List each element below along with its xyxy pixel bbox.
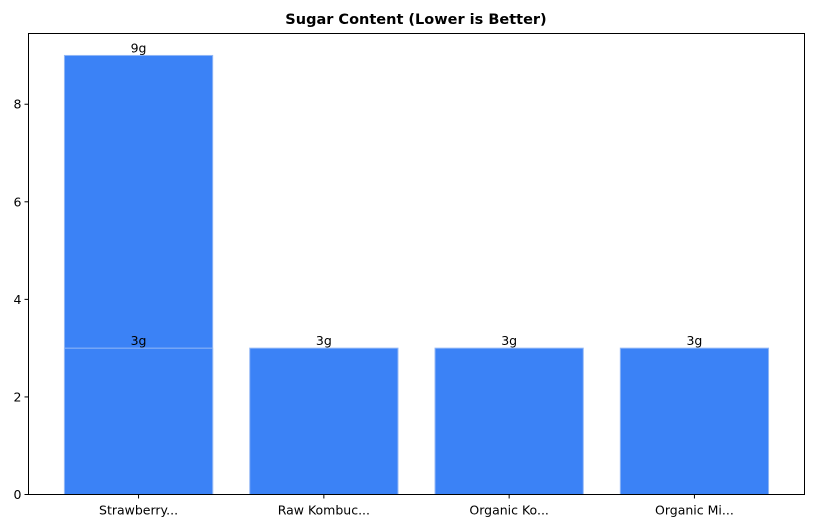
x-tick-label: Organic Ko...: [469, 503, 549, 518]
y-tick-label: 8: [14, 97, 22, 112]
bar: [434, 347, 584, 495]
y-tick-label: 4: [14, 292, 22, 307]
bar: [619, 347, 770, 495]
y-tick-label: 2: [14, 389, 22, 404]
x-tick-label: Strawberry...: [99, 503, 178, 518]
y-axis: 0 2 4 6 8: [14, 97, 29, 502]
chart-title: Sugar Content (Lower is Better): [285, 12, 546, 28]
x-tick-label: Organic Mi...: [655, 503, 734, 518]
data-labels-group: 9g 3g 3g 3g 3g: [131, 40, 703, 348]
x-axis: Strawberry... Raw Kombuc... Organic Ko... O…: [99, 494, 734, 518]
data-label: 3g: [501, 333, 517, 348]
data-label: 3g: [131, 333, 147, 348]
data-label: 9g: [131, 40, 147, 55]
bar: [63, 347, 214, 495]
data-label: 3g: [686, 333, 702, 348]
bar: [249, 347, 399, 495]
plot-frame: [28, 33, 805, 495]
x-tick-label: Raw Kombuc...: [278, 503, 370, 518]
y-tick-label: 6: [14, 194, 22, 209]
bars-group: [63, 54, 770, 495]
y-tick-label: 0: [14, 487, 22, 502]
data-label: 3g: [316, 333, 332, 348]
